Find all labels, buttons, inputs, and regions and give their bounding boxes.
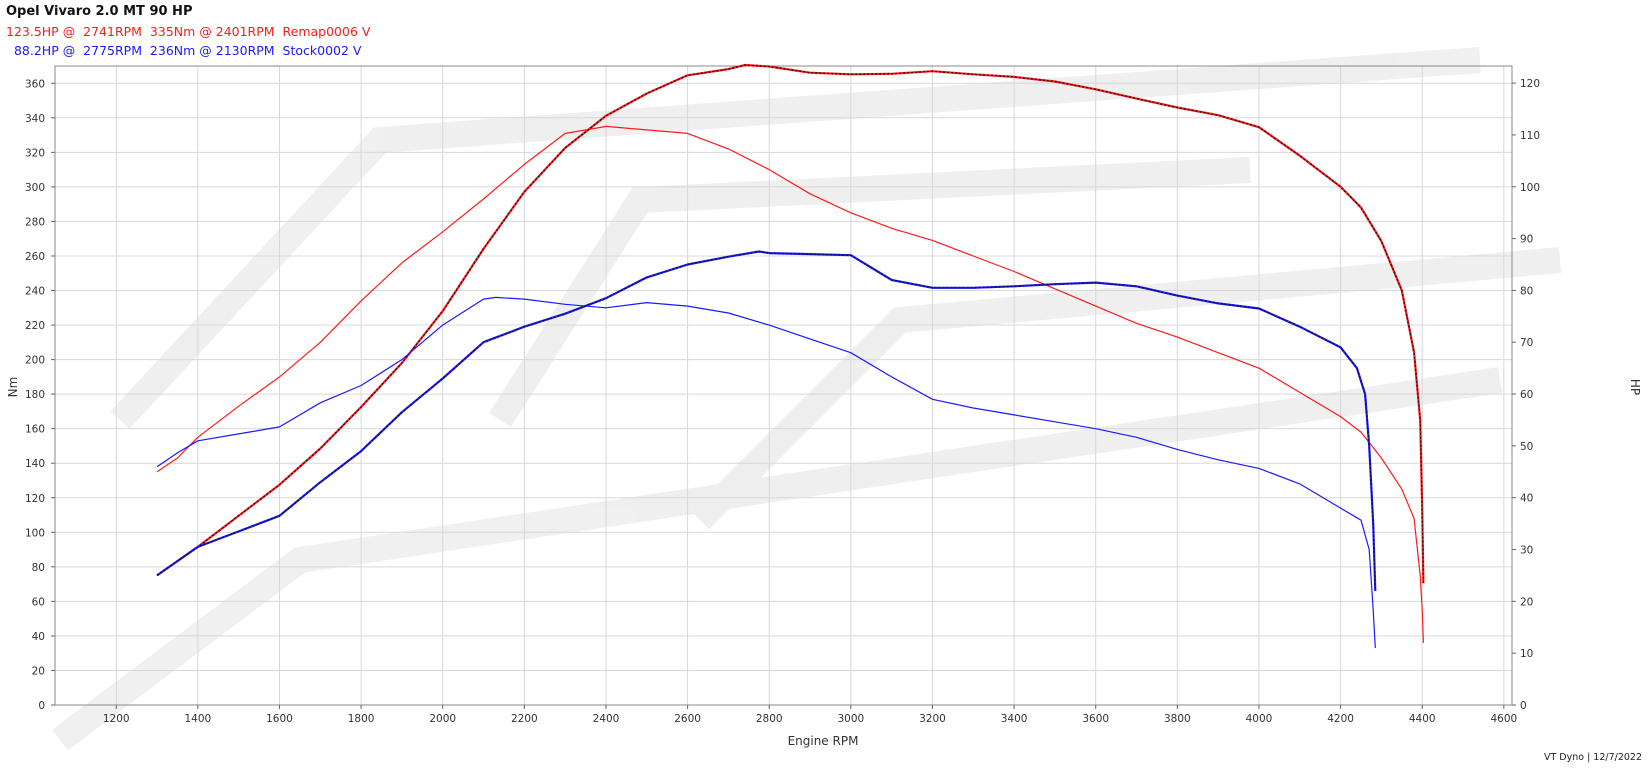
x-tick-label: 1200 bbox=[103, 713, 130, 725]
remap0006-power-dash-overlay bbox=[156, 64, 1424, 584]
left-axis-ticks: 0 20 40 60 80 100 120 140 160 180 200 220 240 260 280 3… bbox=[25, 78, 55, 712]
left-tick-label: 60 bbox=[32, 596, 45, 608]
left-tick-label: 100 bbox=[25, 527, 45, 539]
x-tick-label: 4400 bbox=[1409, 713, 1436, 725]
right-tick-label: 110 bbox=[1520, 130, 1540, 142]
x-tick-label: 2600 bbox=[674, 713, 701, 725]
remap0006-power-line bbox=[156, 63, 1425, 584]
left-tick-label: 120 bbox=[25, 493, 45, 505]
right-tick-label: 30 bbox=[1520, 545, 1533, 557]
left-tick-label: 200 bbox=[25, 355, 45, 367]
x-axis-ticks: 1200 1400 1600 1800 2000 2200 2400 2600 2800 3000… bbox=[103, 705, 1517, 725]
watermark bbox=[52, 47, 1562, 751]
right-axis-ticks: 0 10 20 30 40 50 60 70 80 90 100 110 120 bbox=[1512, 78, 1540, 712]
right-tick-label: 50 bbox=[1520, 441, 1533, 453]
left-tick-label: 180 bbox=[25, 389, 45, 401]
footer-stamp: VT Dyno | 12/7/2022 bbox=[1543, 752, 1642, 763]
left-tick-label: 260 bbox=[25, 251, 45, 263]
plot-frame bbox=[54, 65, 1513, 706]
remap0006-torque-line bbox=[156, 125, 1424, 643]
x-tick-label: 3800 bbox=[1164, 713, 1191, 725]
left-tick-label: 140 bbox=[25, 458, 45, 470]
x-tick-label: 3600 bbox=[1082, 713, 1109, 725]
right-tick-label: 70 bbox=[1520, 337, 1533, 349]
right-tick-label: 100 bbox=[1520, 182, 1540, 194]
remap-legend-line: 123.5HP @ 2741RPM 335Nm @ 2401RPM Remap0… bbox=[6, 24, 371, 39]
left-tick-label: 360 bbox=[25, 78, 45, 90]
x-tick-label: 1400 bbox=[184, 713, 211, 725]
x-tick-label: 2400 bbox=[593, 713, 620, 725]
grid-lines bbox=[55, 66, 1512, 706]
right-tick-label: 80 bbox=[1520, 285, 1533, 297]
left-tick-label: 80 bbox=[32, 562, 45, 574]
left-tick-label: 220 bbox=[25, 320, 45, 332]
left-tick-label: 40 bbox=[32, 631, 45, 643]
right-tick-label: 0 bbox=[1520, 700, 1527, 712]
x-tick-label: 2000 bbox=[429, 713, 456, 725]
left-tick-label: 280 bbox=[25, 216, 45, 228]
x-tick-label: 4600 bbox=[1490, 713, 1517, 725]
left-tick-label: 240 bbox=[25, 286, 45, 298]
x-tick-label: 1800 bbox=[348, 713, 375, 725]
x-tick-label: 4200 bbox=[1327, 713, 1354, 725]
left-tick-label: 300 bbox=[25, 182, 45, 194]
stock0002-torque-line bbox=[156, 296, 1376, 649]
right-tick-label: 120 bbox=[1520, 78, 1540, 90]
right-tick-label: 90 bbox=[1520, 234, 1533, 246]
stock0002-power-dash-overlay bbox=[156, 250, 1376, 592]
left-axis-label: Nm bbox=[6, 377, 20, 398]
left-tick-label: 20 bbox=[32, 665, 45, 677]
x-axis-label: Engine RPM bbox=[788, 734, 859, 748]
left-tick-label: 160 bbox=[25, 424, 45, 436]
x-tick-label: 3400 bbox=[1001, 713, 1028, 725]
left-tick-label: 340 bbox=[25, 113, 45, 125]
right-axis-label: HP bbox=[1628, 379, 1642, 395]
x-tick-label: 1600 bbox=[266, 713, 293, 725]
stock-legend-line: 88.2HP @ 2775RPM 236Nm @ 2130RPM Stock00… bbox=[10, 43, 362, 58]
x-tick-label: 4000 bbox=[1246, 713, 1273, 725]
right-tick-label: 10 bbox=[1520, 648, 1533, 660]
right-tick-label: 60 bbox=[1520, 389, 1533, 401]
x-tick-label: 3000 bbox=[837, 713, 864, 725]
chart-title: Opel Vivaro 2.0 MT 90 HP bbox=[6, 4, 193, 19]
right-tick-label: 40 bbox=[1520, 493, 1533, 505]
data-series bbox=[156, 63, 1425, 649]
x-tick-label: 2800 bbox=[756, 713, 783, 725]
left-tick-label: 320 bbox=[25, 147, 45, 159]
x-tick-label: 2200 bbox=[511, 713, 538, 725]
x-tick-label: 3200 bbox=[919, 713, 946, 725]
left-tick-label: 0 bbox=[38, 700, 45, 712]
right-tick-label: 20 bbox=[1520, 596, 1533, 608]
